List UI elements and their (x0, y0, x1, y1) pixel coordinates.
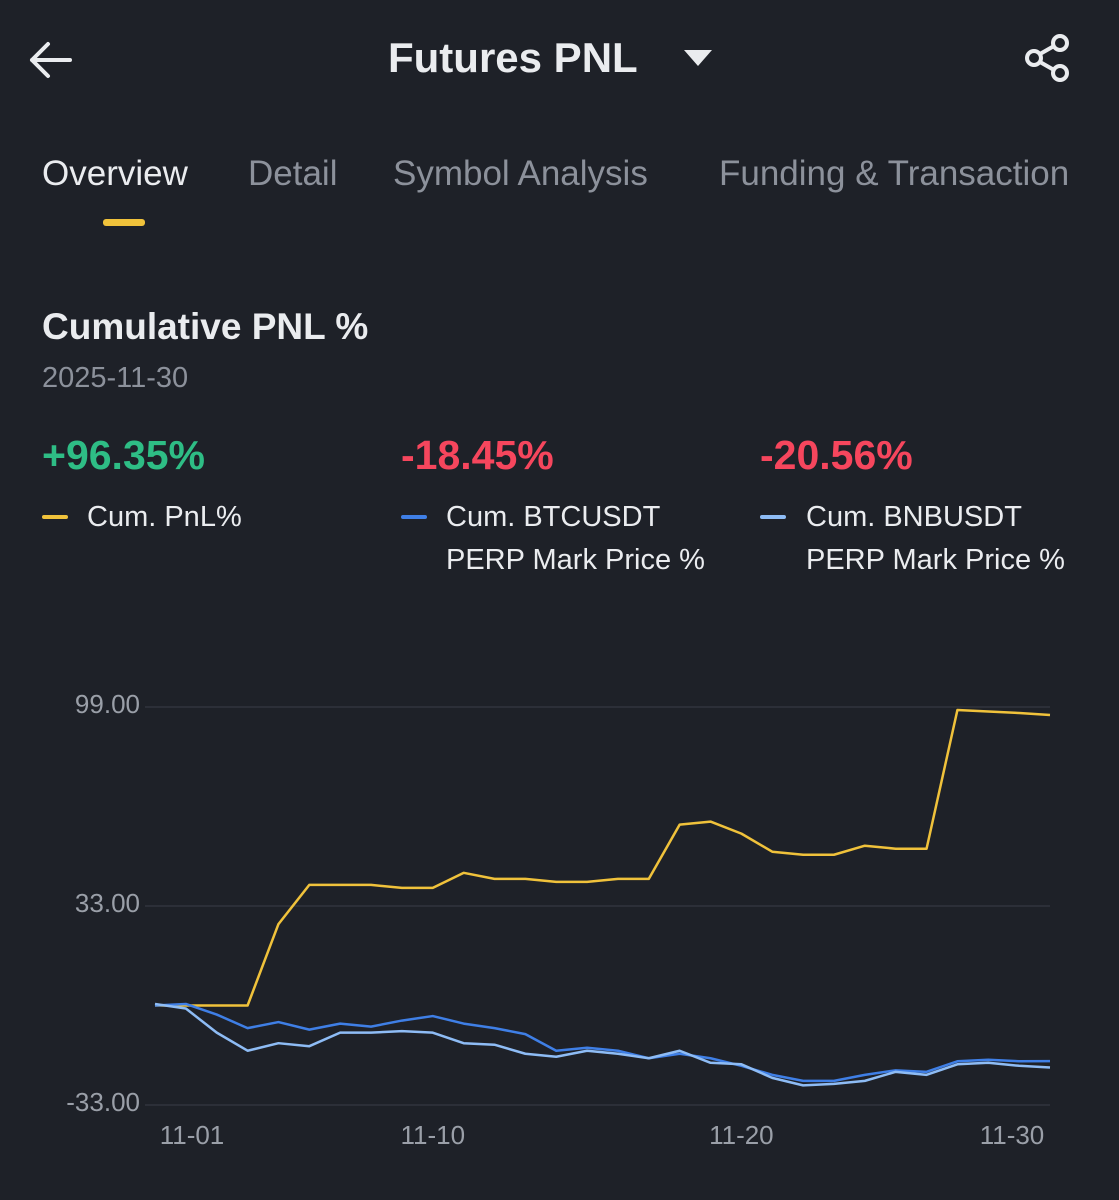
y-tick-label: 99.00 (75, 689, 140, 719)
legend-label: Cum. BTCUSDT PERP Mark Price % (446, 501, 705, 576)
back-button[interactable] (26, 40, 74, 80)
y-tick-label: -33.00 (66, 1087, 140, 1117)
legend-swatch (42, 515, 68, 519)
total-value: -20.56% (760, 432, 913, 478)
share-button[interactable] (1022, 32, 1074, 84)
legend-label: Cum. BNBUSDT PERP Mark Price % (806, 501, 1065, 576)
x-tick-label: 11-30 (980, 1120, 1045, 1150)
tab[interactable]: Symbol Analysis (393, 154, 648, 193)
x-tick-label: 11-10 (400, 1120, 465, 1150)
series-line (154, 1002, 1051, 1083)
tab[interactable]: Funding & Transaction (719, 154, 1070, 193)
total-value: +96.35% (42, 432, 205, 478)
x-tick-label: 11-01 (160, 1120, 225, 1150)
chart: -33.00 33.00 99.00 11-01 11-10 11-20 11-30 (66, 689, 1051, 1150)
section-title: Cumulative PNL % (42, 306, 369, 347)
x-tick-label: 11-20 (709, 1120, 774, 1150)
y-tick-label: 33.00 (75, 888, 140, 918)
tab[interactable]: Detail (248, 154, 338, 193)
page-title[interactable]: Futures PNL (388, 34, 638, 81)
legend-swatch (760, 515, 786, 519)
series-line (155, 708, 1051, 1007)
dropdown-caret[interactable] (684, 50, 714, 68)
tab[interactable]: Overview (42, 154, 188, 193)
tab-indicator (103, 219, 145, 226)
section-date: 2025-11-30 (42, 362, 189, 394)
legend-label: Cum. PnL% (87, 501, 242, 533)
total-value: -18.45% (401, 432, 554, 478)
legend-swatch (401, 515, 427, 519)
series-line (154, 1002, 1051, 1087)
